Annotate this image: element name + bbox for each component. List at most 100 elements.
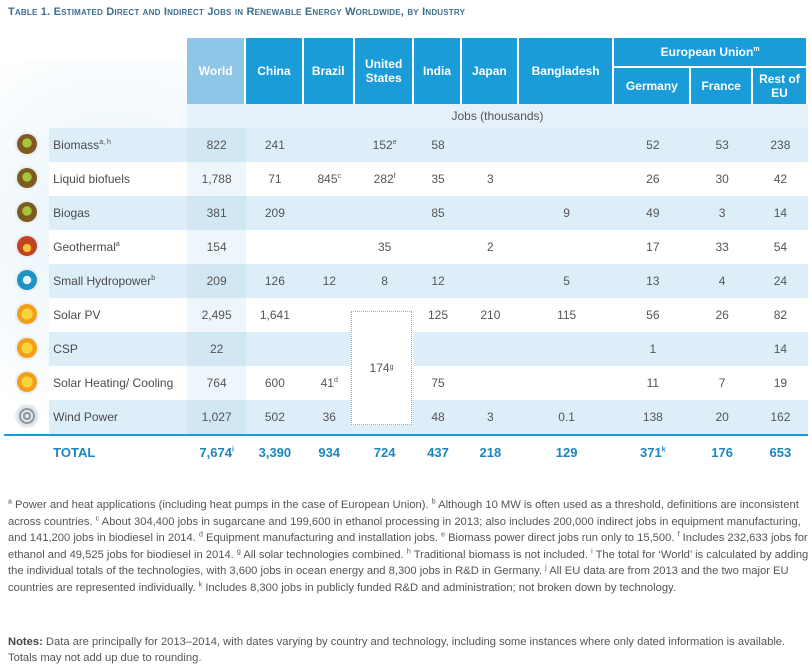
- footnote: g All solar technologies combined.: [236, 548, 404, 561]
- footnote: h Traditional biomass is not included.: [406, 548, 589, 561]
- cell-india: 12: [414, 264, 462, 298]
- wind-icon: [16, 405, 37, 426]
- hydropower-icon: [16, 269, 37, 290]
- footnote: i The total for ‘World’ is calculated by…: [8, 548, 809, 578]
- cell-world: 1,027: [187, 400, 247, 434]
- col-header-rest-eu: Rest of EU: [752, 68, 808, 104]
- cell-brazil: [303, 298, 355, 332]
- row-label: Biomassa, h: [49, 128, 188, 162]
- total-rest-eu: 653: [752, 434, 808, 468]
- total-japan: 218: [461, 434, 520, 468]
- cell-germany: 138: [614, 400, 692, 434]
- cell-world: 822: [187, 128, 247, 162]
- cell-bangladesh: [519, 128, 615, 162]
- row-label: Wind Power: [49, 400, 188, 434]
- cell-france: 20: [691, 400, 753, 434]
- footnote: a Power and heat applications (including…: [8, 498, 429, 511]
- cell-france: 7: [691, 366, 753, 400]
- total-india: 437: [414, 434, 462, 468]
- table-row: Solar PV 2,495 1,641 125 210 115 56 26 82: [4, 298, 808, 332]
- row-label: Geothermala: [49, 230, 188, 264]
- cell-china: 241: [246, 128, 304, 162]
- cell-china: 71: [246, 162, 304, 196]
- cell-germany: 1: [614, 332, 692, 366]
- cell-india: 85: [414, 196, 462, 230]
- footnote: k Includes 8,300 jobs in publicly funded…: [198, 581, 676, 594]
- cell-world: 154: [187, 230, 247, 264]
- cell-france: 33: [691, 230, 753, 264]
- cell-japan: [461, 366, 520, 400]
- cell-india: 58: [414, 128, 462, 162]
- cell-france: 3: [691, 196, 753, 230]
- cell-china: 1,641: [246, 298, 304, 332]
- geothermal-icon: [16, 235, 37, 256]
- cell-germany: 17: [614, 230, 692, 264]
- table-row: Small Hydropowerb 209 126 12 8 12 5 13 4 24: [4, 264, 808, 298]
- footnote: d Equipment manufacturing and installati…: [198, 531, 438, 545]
- biogas-icon: [16, 201, 37, 222]
- cell-japan: [461, 128, 520, 162]
- cell-china: 502: [246, 400, 304, 434]
- cell-japan: [461, 332, 520, 366]
- cell-japan: 2: [461, 230, 520, 264]
- cell-japan: 3: [461, 400, 520, 434]
- footnote: j All EU data are from 2013 and the two …: [8, 564, 789, 594]
- cell-bangladesh: [519, 162, 615, 196]
- cell-france: 4: [691, 264, 753, 298]
- cell-brazil: 41d: [303, 366, 355, 400]
- total-bangladesh: 129: [519, 434, 615, 468]
- csp-icon: [16, 337, 37, 358]
- cell-china: 126: [246, 264, 304, 298]
- cell-brazil: [303, 128, 355, 162]
- footnote: f Includes 232,633 jobs for ethanol and …: [8, 531, 808, 561]
- cell-bangladesh: 5: [519, 264, 615, 298]
- cell-france: 53: [691, 128, 753, 162]
- cell-rest-eu: 82: [752, 298, 808, 332]
- cell-germany: 49: [614, 196, 692, 230]
- cell-japan: [461, 196, 520, 230]
- cell-china: [246, 332, 304, 366]
- row-label: Solar Heating/ Cooling: [49, 366, 188, 400]
- biomass-icon: [16, 133, 37, 154]
- cell-japan: 3: [461, 162, 520, 196]
- cell-india: 48: [414, 400, 462, 434]
- cell-rest-eu: 54: [752, 230, 808, 264]
- table-row: CSP 22 1 14: [4, 332, 808, 366]
- cell-china: 209: [246, 196, 304, 230]
- footnote: c About 304,400 jobs in sugarcane and 19…: [8, 514, 801, 545]
- cell-bangladesh: [519, 332, 615, 366]
- cell-france: 30: [691, 162, 753, 196]
- us-solar-combined-cell: 174 g: [351, 311, 412, 425]
- cell-world: 22: [187, 332, 247, 366]
- cell-germany: 52: [614, 128, 692, 162]
- cell-world: 2,495: [187, 298, 247, 332]
- cell-us: 8: [354, 264, 415, 298]
- cell-brazil: [303, 332, 355, 366]
- col-header-us: United States: [354, 38, 415, 104]
- notes: Notes: Data are principally for 2013–201…: [8, 636, 786, 664]
- cell-world: 1,788: [187, 162, 247, 196]
- cell-japan: [461, 264, 520, 298]
- col-header-world: World: [187, 38, 247, 104]
- footnote: b Although 10 MW is often used as a thre…: [8, 498, 799, 528]
- jobs-table: World China Brazil United States India J…: [4, 38, 808, 468]
- col-header-eu: European Unionm: [614, 38, 808, 68]
- cell-bangladesh: 0.1: [519, 400, 615, 434]
- cell-china: 600: [246, 366, 304, 400]
- cell-japan: 210: [461, 298, 520, 332]
- col-header-france: France: [691, 68, 753, 104]
- row-label: Small Hydropowerb: [49, 264, 188, 298]
- cell-india: 125: [414, 298, 462, 332]
- cell-india: 35: [414, 162, 462, 196]
- cell-france: [691, 332, 753, 366]
- row-label: CSP: [49, 332, 188, 366]
- col-header-germany: Germany: [614, 68, 692, 104]
- cell-world: 764: [187, 366, 247, 400]
- solar-pv-icon: [16, 303, 37, 324]
- cell-brazil: 12: [303, 264, 355, 298]
- cell-bangladesh: 9: [519, 196, 615, 230]
- table-row: Biogas 381 209 85 9 49 3 14: [4, 196, 808, 230]
- col-header-china: China: [246, 38, 304, 104]
- cell-rest-eu: 24: [752, 264, 808, 298]
